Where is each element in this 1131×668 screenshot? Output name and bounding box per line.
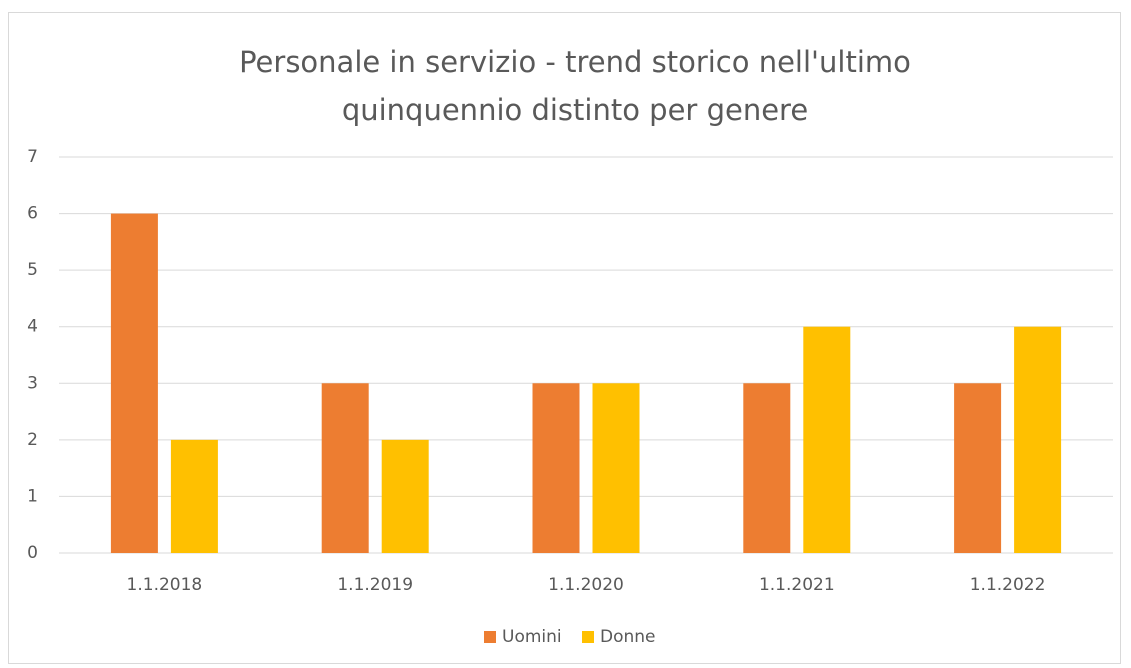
y-tick-label: 0	[27, 543, 38, 563]
y-tick-label: 6	[27, 204, 38, 224]
y-tick-label: 3	[27, 373, 38, 393]
y-tick-label: 7	[27, 147, 38, 167]
x-tick-label: 1.1.2018	[127, 575, 203, 595]
bar	[381, 439, 429, 553]
x-tick-label: 1.1.2021	[759, 575, 835, 595]
bar	[170, 439, 218, 553]
bar	[592, 383, 640, 553]
bar	[321, 383, 369, 553]
legend-swatch	[484, 631, 496, 643]
bar	[954, 383, 1002, 553]
bar	[743, 383, 791, 553]
bar	[803, 326, 851, 553]
chart-title: Personale in servizio - trend storico ne…	[239, 45, 911, 127]
y-tick-label: 4	[27, 317, 38, 337]
y-tick-label: 2	[27, 430, 38, 450]
x-tick-label: 1.1.2020	[548, 575, 624, 595]
x-tick-label: 1.1.2019	[337, 575, 413, 595]
bar	[532, 383, 580, 553]
bar	[1014, 326, 1062, 553]
chart-frame	[8, 12, 1121, 664]
bar	[110, 213, 158, 554]
x-tick-label: 1.1.2022	[970, 575, 1046, 595]
y-tick-label: 1	[27, 486, 38, 506]
legend-swatch	[582, 631, 594, 643]
y-tick-label: 5	[27, 260, 38, 280]
legend-label: Donne	[600, 627, 656, 647]
legend-label: Uomini	[502, 627, 562, 647]
